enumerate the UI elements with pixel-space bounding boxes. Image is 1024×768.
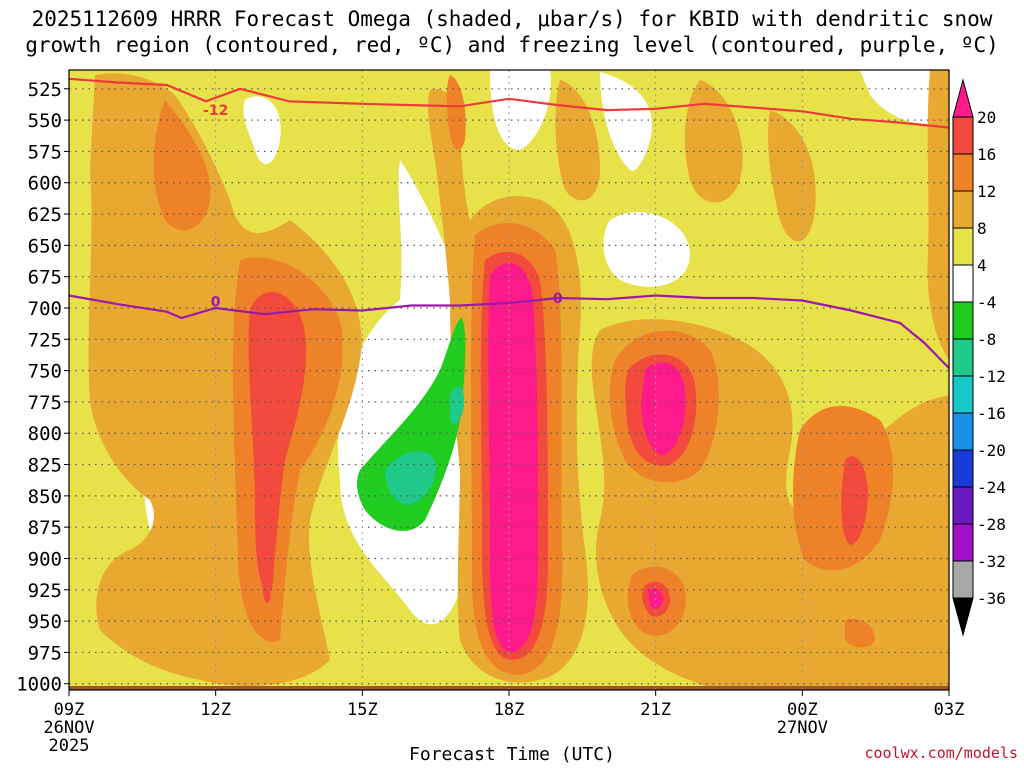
x-date-label-27NOV: 27NOV <box>777 718 828 738</box>
chart-title-line2: growth region (contoured, red, ºC) and f… <box>25 33 999 57</box>
x-tick-label-00Z: 00Z <box>787 700 818 720</box>
contour-label-2: 0 <box>553 291 563 307</box>
colorbar-label-0: 20 <box>977 108 996 127</box>
y-tick-label-850: 850 <box>28 486 62 508</box>
x-tick-label-18Z: 18Z <box>494 700 525 720</box>
y-tick-label-575: 575 <box>28 141 62 163</box>
colorbar-label-6: -8 <box>977 330 996 349</box>
colorbar-swatch-8 <box>952 375 974 414</box>
colorbar-label-5: -4 <box>977 293 996 312</box>
y-tick-label-1000: 1000 <box>16 674 62 696</box>
colorbar-swatch-9 <box>952 412 974 451</box>
colorbar-label-2: 12 <box>977 182 996 201</box>
chart-title-line1: 2025112609 HRRR Forecast Omega (shaded, … <box>31 7 993 31</box>
x-date-label-26NOV: 26NOV <box>43 718 94 738</box>
contour-label-0: -12 <box>203 103 228 119</box>
colorbar-swatch-10 <box>952 449 974 488</box>
y-tick-label-700: 700 <box>28 298 62 320</box>
colorbar-label-7: -12 <box>977 367 1006 386</box>
colorbar-label-12: -32 <box>977 552 1006 571</box>
colorbar-label-3: 8 <box>977 219 987 238</box>
colorbar-label-11: -28 <box>977 515 1006 534</box>
y-tick-label-625: 625 <box>28 204 62 226</box>
colorbar-bottom-arrow <box>952 597 974 637</box>
colorbar-swatch-1 <box>952 116 974 155</box>
contour-label-1: 0 <box>211 295 221 311</box>
colorbar-swatch-12 <box>952 523 974 562</box>
x-tick-label-21Z: 21Z <box>640 700 671 720</box>
colorbar-label-8: -16 <box>977 404 1006 423</box>
dendritic-growth-line <box>68 77 950 129</box>
y-tick-label-975: 975 <box>28 642 62 664</box>
credit-link[interactable]: coolwx.com/models <box>864 744 1018 762</box>
x-tick-label-09Z: 09Z <box>54 700 85 720</box>
colorbar-swatch-6 <box>952 301 974 340</box>
colorbar-swatch-11 <box>952 486 974 525</box>
x-axis-label: Forecast Time (UTC) <box>409 744 615 765</box>
x-tick-label-12Z: 12Z <box>200 700 231 720</box>
y-tick-label-750: 750 <box>28 361 62 383</box>
y-tick-label-950: 950 <box>28 611 62 633</box>
colorbar-swatch-3 <box>952 190 974 229</box>
colorbar-label-13: -36 <box>977 589 1006 608</box>
colorbar-swatch-5 <box>952 264 974 303</box>
y-tick-label-825: 825 <box>28 455 62 477</box>
colorbar-label-9: -20 <box>977 441 1006 460</box>
colorbar-swatch-7 <box>952 338 974 377</box>
grid <box>69 70 949 690</box>
colorbar-swatch-13 <box>952 560 974 599</box>
colorbar-swatch-2 <box>952 153 974 192</box>
colorbar-label-4: 4 <box>977 256 987 275</box>
x-tick-label-15Z: 15Z <box>347 700 378 720</box>
freezing-level-line <box>68 294 950 369</box>
y-tick-label-650: 650 <box>28 235 62 257</box>
y-tick-label-925: 925 <box>28 580 62 602</box>
y-tick-label-800: 800 <box>28 423 62 445</box>
colorbar-swatch-4 <box>952 227 974 266</box>
colorbar: 20 16 12 8 4 -4 -8 -12 -16 -20 -24 -28 -32 -36 <box>952 78 1006 637</box>
y-axis: 525 550 575 600 625 650 675 700 725 750 775 800 825 8… <box>16 79 69 696</box>
x-tick-label-03Z: 03Z <box>934 700 965 720</box>
colorbar-label-1: 16 <box>977 145 996 164</box>
y-tick-label-900: 900 <box>28 548 62 570</box>
colorbar-top-arrow <box>952 78 974 118</box>
y-tick-label-600: 600 <box>28 173 62 195</box>
y-tick-label-550: 550 <box>28 110 62 132</box>
omega-shading <box>69 70 949 690</box>
x-year-label: 2025 <box>49 736 90 756</box>
y-tick-label-675: 675 <box>28 267 62 289</box>
y-tick-label-775: 775 <box>28 392 62 414</box>
y-tick-label-525: 525 <box>28 79 62 101</box>
y-tick-label-725: 725 <box>28 329 62 351</box>
y-tick-label-875: 875 <box>28 517 62 539</box>
colorbar-label-10: -24 <box>977 478 1006 497</box>
